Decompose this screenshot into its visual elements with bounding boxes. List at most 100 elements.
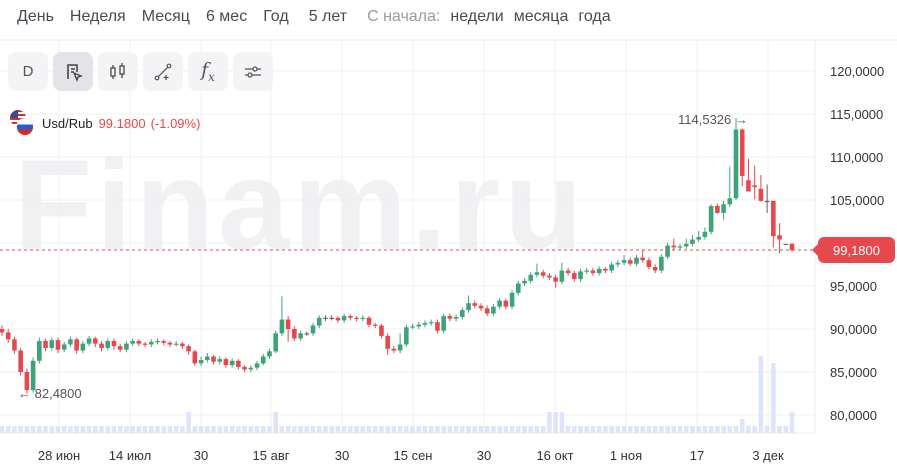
arrow-right-icon: → — [734, 112, 748, 127]
period-6m[interactable]: 6 мес — [205, 8, 248, 25]
instrument-price: 99.1800 — [98, 115, 146, 131]
candle-up — [316, 317, 322, 326]
candles — [0, 118, 795, 394]
drawing-mode-button[interactable] — [53, 52, 93, 91]
candle-down — [0, 329, 5, 333]
date-tick-label: 15 сен — [394, 448, 433, 463]
candle-down — [447, 316, 453, 319]
since-week[interactable]: недели — [450, 8, 504, 25]
candle-down — [777, 235, 782, 240]
volume-bar — [497, 426, 502, 433]
candle-down — [758, 188, 764, 201]
since-year[interactable]: года — [578, 8, 611, 25]
volume-bar — [671, 426, 677, 433]
volume-bar — [242, 426, 247, 433]
volume-bar — [696, 426, 701, 433]
chart-type-button[interactable] — [98, 52, 138, 91]
candle-up — [254, 363, 260, 368]
candle-up — [30, 360, 36, 391]
candle-up — [441, 316, 446, 331]
volume-bar — [478, 426, 484, 433]
volume-bar — [416, 426, 422, 433]
volume-bar — [186, 412, 191, 433]
candle-up — [304, 333, 310, 335]
volume-bar — [584, 426, 590, 433]
candle-down — [385, 335, 390, 349]
instrument-symbol: Usd/Rub — [42, 115, 93, 131]
volume-bar — [534, 426, 540, 433]
volume-bar — [24, 426, 30, 433]
candle-up — [683, 243, 689, 247]
candle-up — [634, 257, 639, 264]
volume-bar — [124, 426, 129, 433]
volume-bar — [646, 426, 652, 433]
volume-bar — [55, 426, 61, 433]
volume-bar — [677, 426, 683, 433]
period-5y[interactable]: 5 лет — [308, 8, 348, 25]
period-year[interactable]: Год — [263, 8, 289, 25]
candle-down — [142, 343, 148, 345]
candle-down — [74, 339, 79, 351]
price-tick-label: 115,0000 — [830, 107, 883, 122]
volume-bar — [68, 426, 73, 433]
interval-button[interactable]: D — [8, 52, 48, 91]
candle-down — [192, 351, 198, 364]
period-month[interactable]: Месяц — [141, 8, 190, 25]
volume-bar — [310, 426, 316, 433]
sliders-icon — [245, 65, 261, 78]
volume-bar — [99, 426, 104, 433]
candle-down — [366, 317, 372, 325]
candle-down — [627, 260, 633, 264]
volume-bar — [752, 426, 757, 433]
candle-up — [422, 322, 428, 325]
volume-bar — [466, 426, 471, 433]
volume-bar — [428, 426, 434, 433]
period-week[interactable]: Неделя — [69, 8, 126, 25]
candle-up — [61, 344, 67, 350]
candle-up — [273, 333, 279, 352]
volume-bar — [285, 426, 291, 433]
candle-down — [391, 348, 397, 351]
candle-up — [198, 359, 204, 364]
volume-bar — [236, 426, 241, 433]
period-day[interactable]: День — [17, 8, 54, 25]
candle-up — [410, 326, 415, 328]
candle-down — [590, 270, 596, 274]
volume-bar — [447, 426, 453, 433]
volume-bar — [155, 426, 160, 433]
candle-down — [18, 350, 23, 372]
current-price-tag: 99,1800 — [812, 237, 895, 263]
candle-up — [466, 303, 471, 311]
interval-label: D — [22, 63, 34, 80]
volume-bar — [665, 426, 670, 433]
since-month[interactable]: месяца — [513, 8, 569, 25]
candle-down — [93, 338, 98, 344]
candle-down — [652, 267, 658, 271]
volume-bar — [721, 426, 726, 433]
candle-down — [5, 332, 11, 340]
price-tick-label: 80,0000 — [830, 408, 877, 423]
volume-bar — [746, 426, 751, 433]
volume-bar — [192, 426, 198, 433]
candle-up — [702, 231, 708, 237]
volume-bar — [460, 426, 465, 433]
volume-bar — [659, 426, 664, 433]
volume-bar — [509, 426, 515, 433]
volume-bar — [553, 412, 558, 433]
candle-up — [727, 198, 733, 205]
volume-bar — [18, 426, 23, 433]
candle-down — [211, 356, 216, 362]
volume-bar — [323, 426, 328, 433]
line-tool-button[interactable] — [143, 52, 183, 91]
volume-bar — [93, 426, 98, 433]
settings-button[interactable] — [233, 52, 273, 91]
indicators-button[interactable]: fx — [188, 52, 228, 91]
volume-bar — [491, 426, 496, 433]
volume-bar — [764, 426, 770, 433]
volume-bar — [708, 426, 714, 433]
volume-bar — [117, 426, 123, 433]
candle-up — [515, 283, 521, 293]
candle-down — [111, 341, 117, 347]
price-tick-label: 110,0000 — [830, 150, 883, 165]
date-tick-label: 15 авг — [253, 448, 290, 463]
